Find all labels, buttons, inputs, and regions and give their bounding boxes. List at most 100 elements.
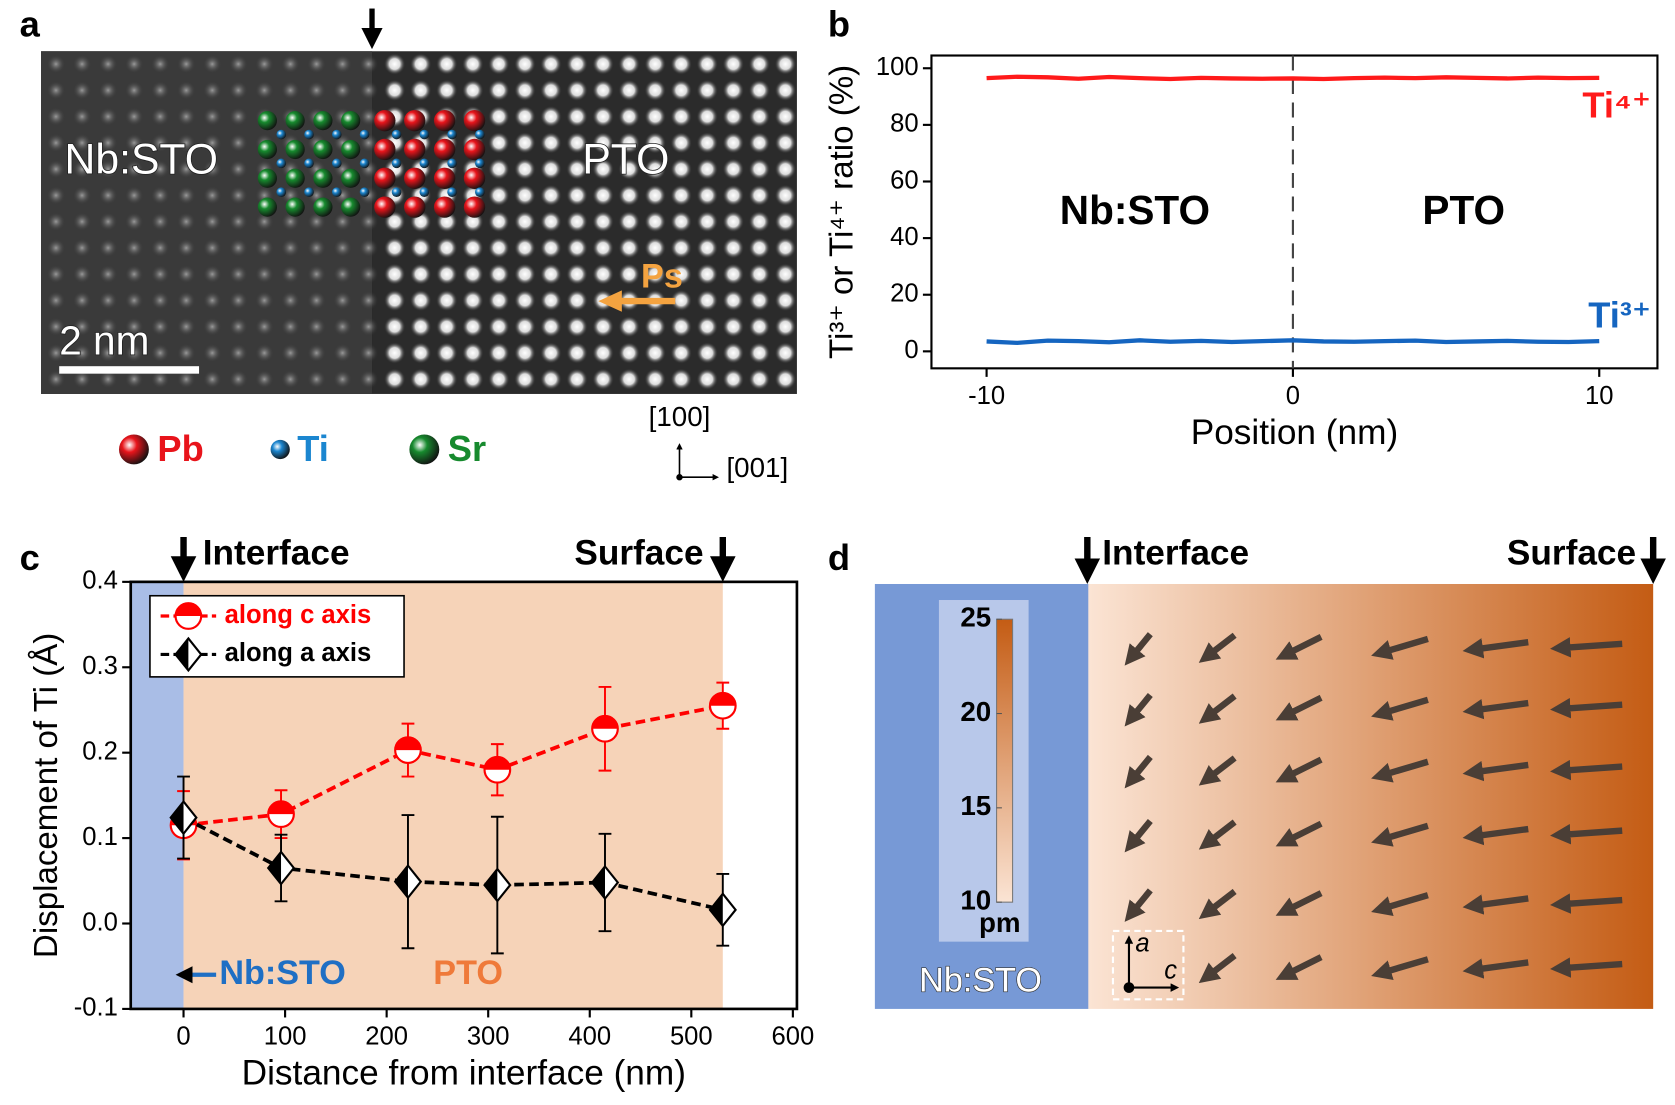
atom-column	[228, 317, 248, 337]
polarization-vector	[1198, 693, 1237, 724]
atom-column	[280, 343, 301, 363]
atom-column	[592, 105, 614, 128]
atom-column	[46, 317, 66, 337]
atom-column	[306, 80, 327, 100]
atom-column	[748, 237, 771, 259]
pb-atom	[433, 109, 456, 132]
y-tick-label: 100	[876, 53, 919, 81]
atom-column	[540, 184, 562, 207]
atom-column	[488, 342, 510, 364]
atom-column	[150, 212, 170, 232]
atom-column	[98, 133, 118, 153]
atom-column	[436, 316, 458, 338]
atom-column	[228, 54, 248, 74]
atom-column	[566, 263, 588, 285]
atom-column	[228, 185, 248, 205]
marker-half	[709, 893, 723, 926]
ti-atom	[419, 187, 430, 197]
data-point	[174, 636, 203, 673]
atom-column	[150, 264, 170, 284]
atom-column	[696, 53, 718, 75]
pb-atom	[374, 196, 396, 218]
polarization-vector	[1275, 633, 1323, 660]
marker-half	[395, 865, 408, 898]
atom-column	[774, 237, 797, 259]
x-tick-label: -10	[968, 382, 1005, 410]
pb-atom	[433, 167, 456, 189]
polarization-vector	[1462, 760, 1529, 782]
atom-column	[202, 80, 222, 100]
atom-column	[566, 105, 588, 128]
atom-column	[150, 343, 170, 363]
atom-column	[748, 79, 771, 101]
atom-column	[566, 289, 588, 312]
atom-column	[176, 106, 196, 127]
atom-column	[722, 53, 744, 75]
polarization-vector	[1550, 759, 1623, 781]
pb-atom	[463, 167, 486, 189]
atom-column	[514, 132, 536, 154]
atom-column	[488, 263, 510, 285]
atom-column	[644, 342, 666, 364]
colorbar-tick-label: 25	[960, 602, 991, 633]
atom-column	[566, 184, 588, 207]
atom-column	[306, 264, 327, 284]
atom-column	[670, 132, 692, 154]
ti-atom	[276, 158, 287, 169]
atom-column	[46, 343, 66, 363]
atom-column	[383, 289, 406, 312]
region-label: Nb:STO	[65, 136, 218, 184]
atom-column	[670, 289, 692, 312]
ti-atom	[359, 158, 370, 169]
atom-column	[748, 210, 771, 233]
atom-column	[592, 184, 614, 207]
atom-column	[306, 212, 327, 232]
polarization-vector	[1550, 957, 1623, 978]
atom-column	[202, 369, 222, 389]
atom-column	[436, 368, 458, 390]
atom-column	[98, 264, 118, 284]
atom-column	[670, 237, 692, 259]
substrate-label: Nb:STO	[919, 961, 1042, 999]
series-line	[182, 815, 724, 912]
atom-column	[124, 133, 144, 153]
atom-column	[358, 317, 379, 337]
atom-column	[72, 185, 92, 205]
polarization-vector	[1371, 635, 1429, 660]
atom-column	[722, 289, 744, 312]
sr-atom	[257, 168, 277, 188]
atom-column	[722, 184, 744, 207]
series-line	[183, 703, 724, 828]
atom-column	[254, 212, 275, 232]
atom-column	[124, 343, 144, 363]
pb-atom	[463, 196, 486, 218]
panel-label: c	[20, 537, 40, 578]
atom-column	[383, 237, 406, 259]
atom-column	[566, 132, 588, 154]
atom-column	[410, 368, 432, 390]
atom-column	[722, 316, 744, 338]
atom-column	[748, 289, 771, 312]
y-tick-label: 80	[890, 110, 919, 138]
atom-column	[774, 263, 797, 285]
x-tick-label: 400	[568, 1023, 611, 1051]
y-tick-label: 20	[890, 279, 919, 307]
atom-column	[774, 342, 797, 364]
ti-atom	[475, 158, 485, 169]
atom-column	[176, 159, 196, 179]
series-label: Ti³⁺	[1588, 294, 1651, 335]
legend-sphere	[409, 434, 440, 465]
atom-column	[202, 106, 222, 127]
atom-column	[488, 184, 510, 207]
polarization-vector	[1371, 696, 1429, 721]
polarization-vector	[1550, 637, 1623, 658]
atom-column	[566, 316, 588, 338]
atom-column	[488, 289, 510, 312]
pb-atom	[463, 109, 486, 132]
atom-column	[696, 368, 718, 390]
legend-label: along a axis	[225, 639, 372, 667]
atom-column	[358, 106, 379, 127]
atom-column	[618, 158, 640, 180]
marker-half	[484, 869, 498, 902]
sr-atom	[341, 111, 361, 131]
